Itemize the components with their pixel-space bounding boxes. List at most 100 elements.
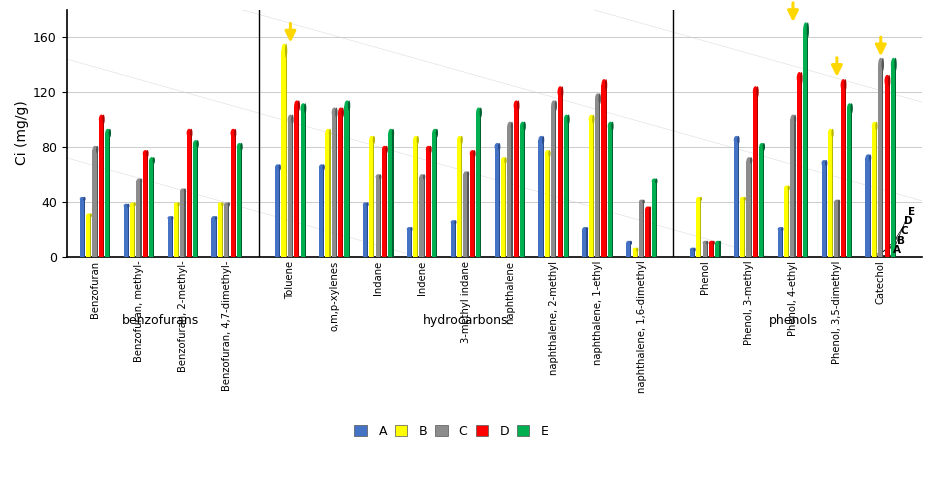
Bar [844,85,845,257]
Ellipse shape [834,199,840,204]
Bar [784,188,789,257]
Ellipse shape [211,216,217,220]
Bar [218,204,223,257]
Ellipse shape [875,121,878,131]
Bar [426,150,431,257]
Ellipse shape [429,146,432,153]
Ellipse shape [800,72,803,85]
Bar [407,229,412,257]
Ellipse shape [294,100,300,111]
Ellipse shape [460,136,463,144]
Bar [694,250,695,257]
Bar [134,204,135,257]
Bar [707,243,708,257]
Bar [587,229,588,257]
Bar [103,120,104,257]
Ellipse shape [382,146,387,153]
Bar [451,222,456,257]
Bar [325,133,331,257]
Bar [750,161,751,257]
Bar [423,177,425,257]
Bar [332,112,337,257]
Ellipse shape [781,227,784,231]
Bar [280,167,281,257]
Bar [411,229,412,257]
Ellipse shape [279,164,281,170]
Ellipse shape [436,129,438,137]
Bar [99,120,104,257]
Ellipse shape [611,121,613,131]
Ellipse shape [451,220,456,224]
Bar [689,250,695,257]
Ellipse shape [582,227,588,231]
Bar [92,150,98,257]
Bar [237,147,243,257]
Ellipse shape [643,199,645,204]
Ellipse shape [171,216,173,220]
Bar [141,181,142,257]
Ellipse shape [186,129,192,137]
Ellipse shape [419,174,425,180]
Bar [388,133,394,257]
Ellipse shape [146,150,148,157]
Ellipse shape [632,248,638,252]
Ellipse shape [693,248,696,252]
Ellipse shape [127,204,129,208]
Bar [216,218,217,257]
Ellipse shape [794,115,796,124]
Ellipse shape [501,157,506,164]
Ellipse shape [847,103,852,114]
Bar [745,199,746,257]
Bar [753,92,758,257]
Ellipse shape [92,146,98,153]
Bar [80,199,85,257]
Bar [191,133,192,257]
Ellipse shape [649,207,651,211]
Legend:   A,   B,   C,   D,   E: A, B, C, D, E [349,420,554,443]
Ellipse shape [457,136,462,144]
Ellipse shape [630,241,632,245]
Bar [367,204,368,257]
Ellipse shape [568,115,570,124]
Ellipse shape [894,58,897,71]
Bar [241,147,243,257]
Ellipse shape [136,179,142,184]
Bar [374,140,375,257]
Ellipse shape [143,150,148,157]
Bar [178,204,179,257]
Ellipse shape [514,100,519,111]
Ellipse shape [184,188,186,193]
Text: hydrocarbons: hydrocarbons [423,314,509,327]
Ellipse shape [806,22,809,38]
Ellipse shape [703,241,708,245]
Bar [626,243,631,257]
Bar [782,229,783,257]
Bar [430,150,431,257]
Bar [841,85,845,257]
Bar [470,154,475,257]
Ellipse shape [197,140,199,148]
Bar [413,140,418,257]
Bar [336,112,337,257]
Ellipse shape [298,100,300,111]
Ellipse shape [341,107,344,118]
Bar [363,204,368,257]
Ellipse shape [878,58,883,71]
Ellipse shape [825,160,827,166]
Ellipse shape [285,44,287,58]
Bar [193,144,198,257]
Bar [713,243,714,257]
Bar [342,112,343,257]
Ellipse shape [281,44,286,58]
Bar [643,202,644,257]
Ellipse shape [237,143,243,151]
Ellipse shape [888,75,890,87]
Ellipse shape [80,197,85,201]
Ellipse shape [474,150,476,157]
Bar [708,243,714,257]
Bar [557,92,563,257]
Bar [419,177,425,257]
Ellipse shape [344,100,350,111]
Bar [171,218,173,257]
Ellipse shape [432,129,437,137]
